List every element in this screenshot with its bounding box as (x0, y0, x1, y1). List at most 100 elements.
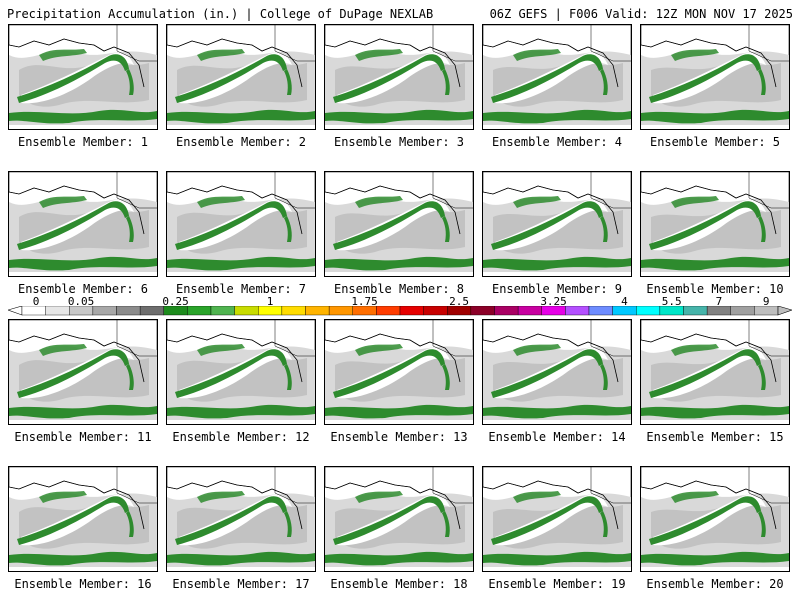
ensemble-panel (640, 171, 790, 277)
ensemble-member-label: Ensemble Member: 6 (17, 282, 149, 296)
scale-swatch (470, 306, 495, 316)
ensemble-panel (640, 24, 790, 130)
scale-swatch (139, 306, 164, 316)
scale-swatch (234, 306, 259, 316)
precip-map-16 (9, 467, 157, 567)
precip-map-7 (167, 172, 315, 272)
scale-swatch (706, 306, 731, 316)
scale-tick-label: 2.5 (449, 295, 469, 308)
precip-map-11 (9, 320, 157, 420)
ensemble-member-label: Ensemble Member: 16 (14, 577, 152, 591)
scale-tick-label: 0.05 (67, 295, 95, 308)
precip-map-19 (483, 467, 631, 567)
ensemble-panel (640, 319, 790, 425)
ensemble-panel (8, 24, 158, 130)
ensemble-member-label: Ensemble Member: 1 (17, 135, 149, 149)
ensemble-member-label: Ensemble Member: 18 (330, 577, 468, 591)
precip-map-2 (167, 25, 315, 126)
scale-swatch (541, 306, 566, 316)
scale-tick-label: 9 (762, 295, 770, 308)
ensemble-member-label: Ensemble Member: 7 (175, 282, 307, 296)
ensemble-panel (166, 171, 316, 277)
precip-map-4 (483, 25, 631, 126)
ensemble-member-label: Ensemble Member: 15 (646, 430, 784, 444)
precip-map-3 (325, 25, 473, 126)
scale-swatch (92, 306, 117, 316)
scale-swatch (683, 306, 708, 316)
ensemble-panel (8, 466, 158, 572)
ensemble-member-label: Ensemble Member: 4 (491, 135, 623, 149)
precip-map-18 (325, 467, 473, 567)
ensemble-panel (482, 466, 632, 572)
precip-map-15 (641, 320, 789, 420)
scale-tick-label: 1 (266, 295, 274, 308)
scale-swatch (612, 306, 637, 316)
scale-swatch (305, 306, 330, 316)
scale-arrow-left (8, 306, 23, 316)
forecast-valid-time: 06Z GEFS | F006 Valid: 12Z MON NOV 17 20… (489, 7, 793, 21)
precip-map-17 (167, 467, 315, 567)
scale-tick-label: 0 (32, 295, 40, 308)
ensemble-panel (482, 319, 632, 425)
precip-map-1 (9, 25, 157, 126)
scale-swatch (258, 306, 283, 316)
scale-tick-label: 5.5 (661, 295, 682, 308)
ensemble-member-label: Ensemble Member: 20 (646, 577, 784, 591)
scale-swatch (754, 306, 779, 316)
ensemble-member-label: Ensemble Member: 19 (488, 577, 626, 591)
scale-swatch (588, 306, 613, 316)
scale-swatch (21, 306, 46, 316)
ensemble-member-label: Ensemble Member: 5 (649, 135, 781, 149)
precip-map-8 (325, 172, 473, 272)
ensemble-panel (166, 24, 316, 130)
scale-tick-label: 1.75 (351, 295, 378, 308)
ensemble-panel (166, 466, 316, 572)
scale-swatch (328, 306, 353, 316)
ensemble-panel (8, 319, 158, 425)
scale-swatch (210, 306, 235, 316)
ensemble-panel (324, 466, 474, 572)
precip-map-12 (167, 320, 315, 420)
scale-swatch (45, 306, 70, 316)
ensemble-member-label: Ensemble Member: 3 (333, 135, 465, 149)
scale-swatch (376, 306, 401, 316)
ensemble-member-label: Ensemble Member: 8 (333, 282, 465, 296)
ensemble-member-label: Ensemble Member: 9 (491, 282, 623, 296)
precip-map-10 (641, 172, 789, 272)
scale-swatch (730, 306, 755, 316)
map-title: Precipitation Accumulation (in.) | Colle… (7, 7, 434, 21)
ensemble-panel (640, 466, 790, 572)
scale-swatch (187, 306, 212, 316)
ensemble-member-label: Ensemble Member: 13 (330, 430, 468, 444)
precip-map-5 (641, 25, 789, 126)
ensemble-panel (482, 171, 632, 277)
scale-swatch (494, 306, 519, 316)
ensemble-panel (324, 319, 474, 425)
scale-swatch (659, 306, 684, 316)
scale-swatch (565, 306, 590, 316)
ensemble-member-label: Ensemble Member: 17 (172, 577, 310, 591)
ensemble-member-label: Ensemble Member: 14 (488, 430, 626, 444)
scale-swatch (281, 306, 306, 316)
scale-swatch (447, 306, 472, 316)
scale-tick-label: 3.25 (540, 295, 567, 308)
scale-tick-label: 4 (621, 295, 628, 308)
precip-map-20 (641, 467, 789, 567)
scale-swatch (163, 306, 188, 316)
color-scale-bar (8, 306, 792, 316)
ensemble-panel (324, 24, 474, 130)
scale-swatch (636, 306, 661, 316)
scale-swatch (116, 306, 141, 316)
scale-tick-label: 7 (715, 295, 723, 308)
ensemble-panel (482, 24, 632, 130)
scale-swatch (399, 306, 424, 316)
scale-arrow-right (777, 306, 792, 316)
scale-swatch (517, 306, 542, 316)
ensemble-panel (324, 171, 474, 277)
precip-map-14 (483, 320, 631, 420)
ensemble-member-label: Ensemble Member: 11 (14, 430, 152, 444)
scale-tick-label: 0.25 (162, 295, 189, 308)
precip-map-6 (9, 172, 157, 272)
precip-map-13 (325, 320, 473, 420)
